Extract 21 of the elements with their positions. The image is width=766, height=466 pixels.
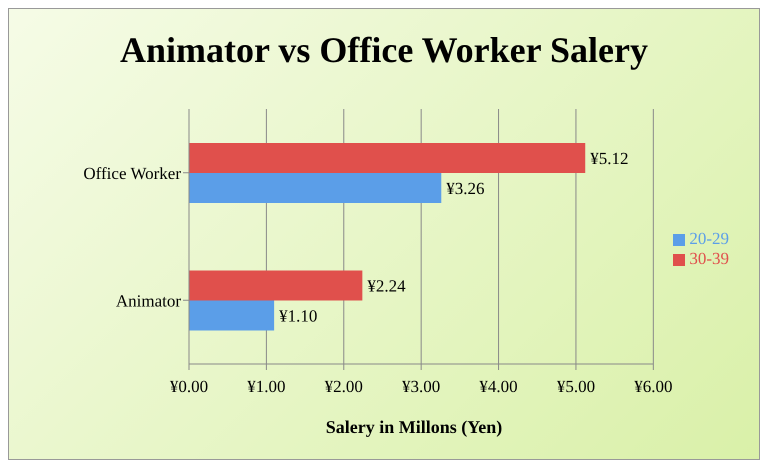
- x-tick-label: ¥3.00: [402, 377, 440, 396]
- x-tick-label: ¥5.00: [556, 377, 596, 396]
- x-axis-title: Salery in Millons (Yen): [324, 417, 504, 438]
- y-tick-label: Animator: [116, 291, 182, 310]
- bar: [189, 173, 442, 203]
- data-label: ¥1.10: [279, 306, 318, 326]
- y-tick-label: Office Worker: [83, 164, 182, 183]
- x-tick-label: ¥2.00: [324, 377, 363, 396]
- legend-label: 20-29: [689, 229, 729, 248]
- data-label: ¥3.26: [446, 179, 485, 198]
- x-tick-label: ¥0.00: [170, 377, 208, 396]
- x-tick-label: ¥6.00: [634, 377, 672, 396]
- legend-label: 30-39: [689, 249, 729, 268]
- data-label: ¥2.24: [367, 276, 406, 296]
- chart-title: Animator vs Office Worker Salery: [119, 29, 649, 72]
- x-tick-label: ¥4.00: [479, 377, 518, 396]
- data-label: ¥5.12: [590, 149, 628, 168]
- x-tick-label: ¥1.00: [247, 377, 286, 396]
- bar: [189, 143, 586, 173]
- bar: [189, 300, 274, 330]
- bar: [189, 270, 362, 300]
